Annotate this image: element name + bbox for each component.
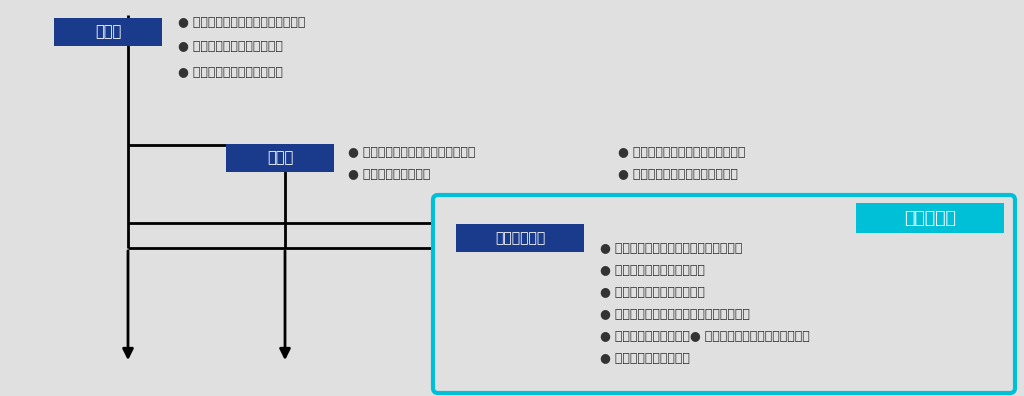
Text: 導入期: 導入期 (95, 25, 121, 40)
Text: 展開期: 展開期 (267, 150, 293, 166)
Text: ● ラインマネジメント（現場力）の強化: ● ラインマネジメント（現場力）の強化 (600, 242, 742, 255)
Text: ● キックオフセミナーの開催: ● キックオフセミナーの開催 (178, 65, 283, 78)
FancyBboxPatch shape (856, 203, 1004, 233)
Text: ● 倫理行動基準の策定・公布: ● 倫理行動基準の策定・公布 (178, 40, 283, 53)
Text: ● モニタリングの実施: ● モニタリングの実施 (348, 168, 430, 181)
Text: ● コンプライアンス体制の立ち上げ: ● コンプライアンス体制の立ち上げ (178, 15, 305, 29)
FancyBboxPatch shape (456, 224, 584, 252)
Text: 最近の焦点: 最近の焦点 (904, 209, 956, 227)
Text: ● リスクマネジメント体制の確立: ● リスクマネジメント体制の確立 (618, 168, 738, 181)
FancyBboxPatch shape (433, 195, 1015, 393)
Text: ● 推進リーダーの任命と教育の実施: ● 推進リーダーの任命と教育の実施 (618, 145, 745, 158)
Text: ● 評価制度との連動　　● グループ（関係会社）への展開: ● 評価制度との連動 ● グループ（関係会社）への展開 (600, 329, 810, 343)
Text: ● オープンな組織風土の醸成: ● オープンな組織風土の醸成 (600, 263, 705, 276)
Text: ● ヘルプライン（相談窓口）の設置: ● ヘルプライン（相談窓口）の設置 (348, 145, 475, 158)
Text: ● グローバル化への対応: ● グローバル化への対応 (600, 352, 690, 364)
FancyBboxPatch shape (54, 18, 162, 46)
FancyBboxPatch shape (226, 144, 334, 172)
Text: ● セルフエスティームの向上: ● セルフエスティームの向上 (600, 286, 705, 299)
Text: 変革・定着期: 変革・定着期 (495, 231, 545, 245)
Text: ● 各種規定、マニュアルの見直しと再整備: ● 各種規定、マニュアルの見直しと再整備 (600, 308, 750, 320)
